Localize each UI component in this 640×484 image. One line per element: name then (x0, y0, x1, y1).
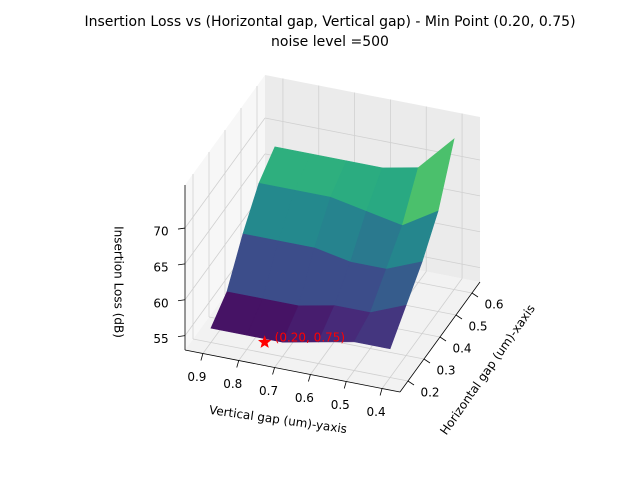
y-tick-label: 0.5 (331, 398, 350, 412)
chart-subtitle: noise level =500 (271, 34, 389, 50)
x-tick (455, 314, 463, 320)
x-tick (471, 292, 479, 298)
x-tick (407, 380, 415, 386)
grid-line (184, 153, 266, 265)
x-tick-label: 0.5 (468, 320, 487, 334)
y-tick-label: 0.4 (367, 405, 386, 419)
y-tick (236, 360, 240, 368)
y-tick (272, 367, 275, 375)
y-axis-line (184, 349, 401, 393)
z-tick-label: 60 (153, 296, 168, 310)
grid-line (381, 278, 463, 389)
z-tick (177, 227, 186, 230)
z-tick-label: 65 (153, 260, 168, 274)
z-tick (177, 263, 186, 266)
y-tick-label: 0.9 (187, 370, 206, 384)
x-tick-label: 0.6 (484, 298, 503, 312)
y-tick (343, 381, 347, 389)
y-tick (379, 388, 383, 396)
z-tick-label: 70 (153, 225, 168, 239)
z-tick (177, 335, 186, 338)
x-tick-label: 0.4 (452, 342, 471, 356)
x-tick (423, 358, 431, 364)
min-point-label: (0.20, 0.75) (275, 331, 345, 345)
y-tick-label: 0.6 (295, 391, 314, 405)
x-tick-label: 0.3 (436, 364, 455, 378)
y-tick (200, 353, 204, 361)
min-point-marker (258, 335, 272, 348)
z-axis-label: Insertion Loss (dB) (112, 226, 126, 338)
x-tick-label: 0.2 (420, 386, 439, 400)
grid-line (192, 338, 409, 382)
y-axis-label: Vertical gap (um)-yaxis (208, 403, 348, 436)
surface-patch (353, 304, 407, 350)
x-tick (439, 336, 447, 342)
grid-line (184, 117, 266, 229)
y-tick-label: 0.7 (259, 384, 278, 398)
y-tick-label: 0.8 (223, 377, 242, 391)
z-tick (177, 299, 186, 302)
y-tick (308, 374, 311, 382)
chart-title: Insertion Loss vs (Horizontal gap, Verti… (84, 14, 575, 30)
z-tick-label: 55 (153, 332, 168, 346)
